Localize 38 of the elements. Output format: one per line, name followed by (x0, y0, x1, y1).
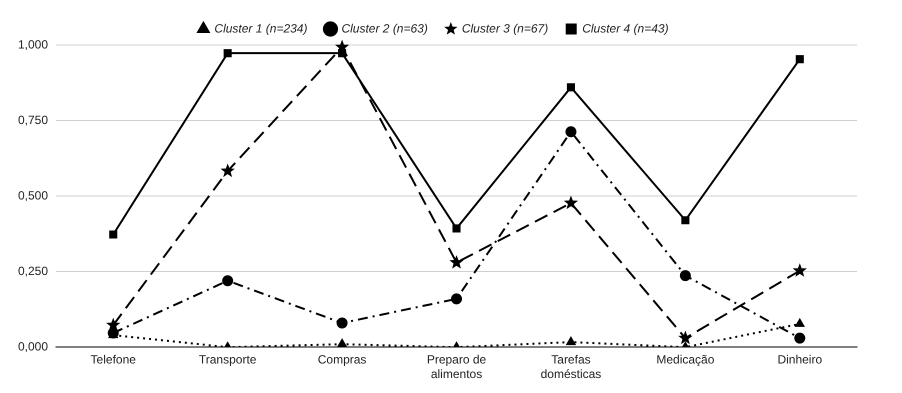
point (109, 230, 118, 239)
point (792, 263, 807, 277)
point (566, 336, 576, 346)
point (680, 270, 691, 282)
point (566, 83, 575, 92)
y-tick-label: 0,500 (18, 188, 48, 202)
point (222, 275, 234, 286)
x-tick-label: Dinheiro (777, 352, 822, 367)
point (334, 40, 350, 54)
point (678, 330, 692, 344)
x-tick-label: Medicação (656, 352, 715, 367)
point (564, 196, 578, 210)
x-tick-label: Transporte (198, 352, 257, 367)
y-tick-label: 0,000 (18, 340, 48, 354)
y-tick-label: 0,750 (18, 112, 48, 127)
x-tick-label: Telefone (90, 352, 136, 367)
legend-label: Cluster 4 (n=43) (582, 21, 669, 36)
point (794, 332, 806, 344)
y-tick-label: 0,250 (18, 264, 48, 278)
point (106, 318, 120, 332)
legend-label: Cluster 2 (n=63) (341, 21, 428, 36)
y-tick-label: 1,000 (18, 37, 48, 52)
point (220, 164, 235, 178)
legend-label: Cluster 3 (n=67) (462, 21, 548, 36)
point (449, 255, 464, 269)
point (796, 55, 804, 64)
point (451, 293, 462, 304)
point (794, 318, 805, 327)
point (565, 126, 576, 138)
point (224, 49, 232, 58)
point (452, 224, 461, 232)
x-tick-label: Tarefas domésticas (540, 352, 602, 382)
x-tick-label: Preparo de alimentos (426, 352, 487, 382)
legend-label: Cluster 1 (n=234) (214, 21, 308, 36)
point (336, 318, 348, 329)
x-tick-label: Compras (318, 352, 366, 367)
point (337, 338, 347, 348)
point (681, 216, 690, 224)
